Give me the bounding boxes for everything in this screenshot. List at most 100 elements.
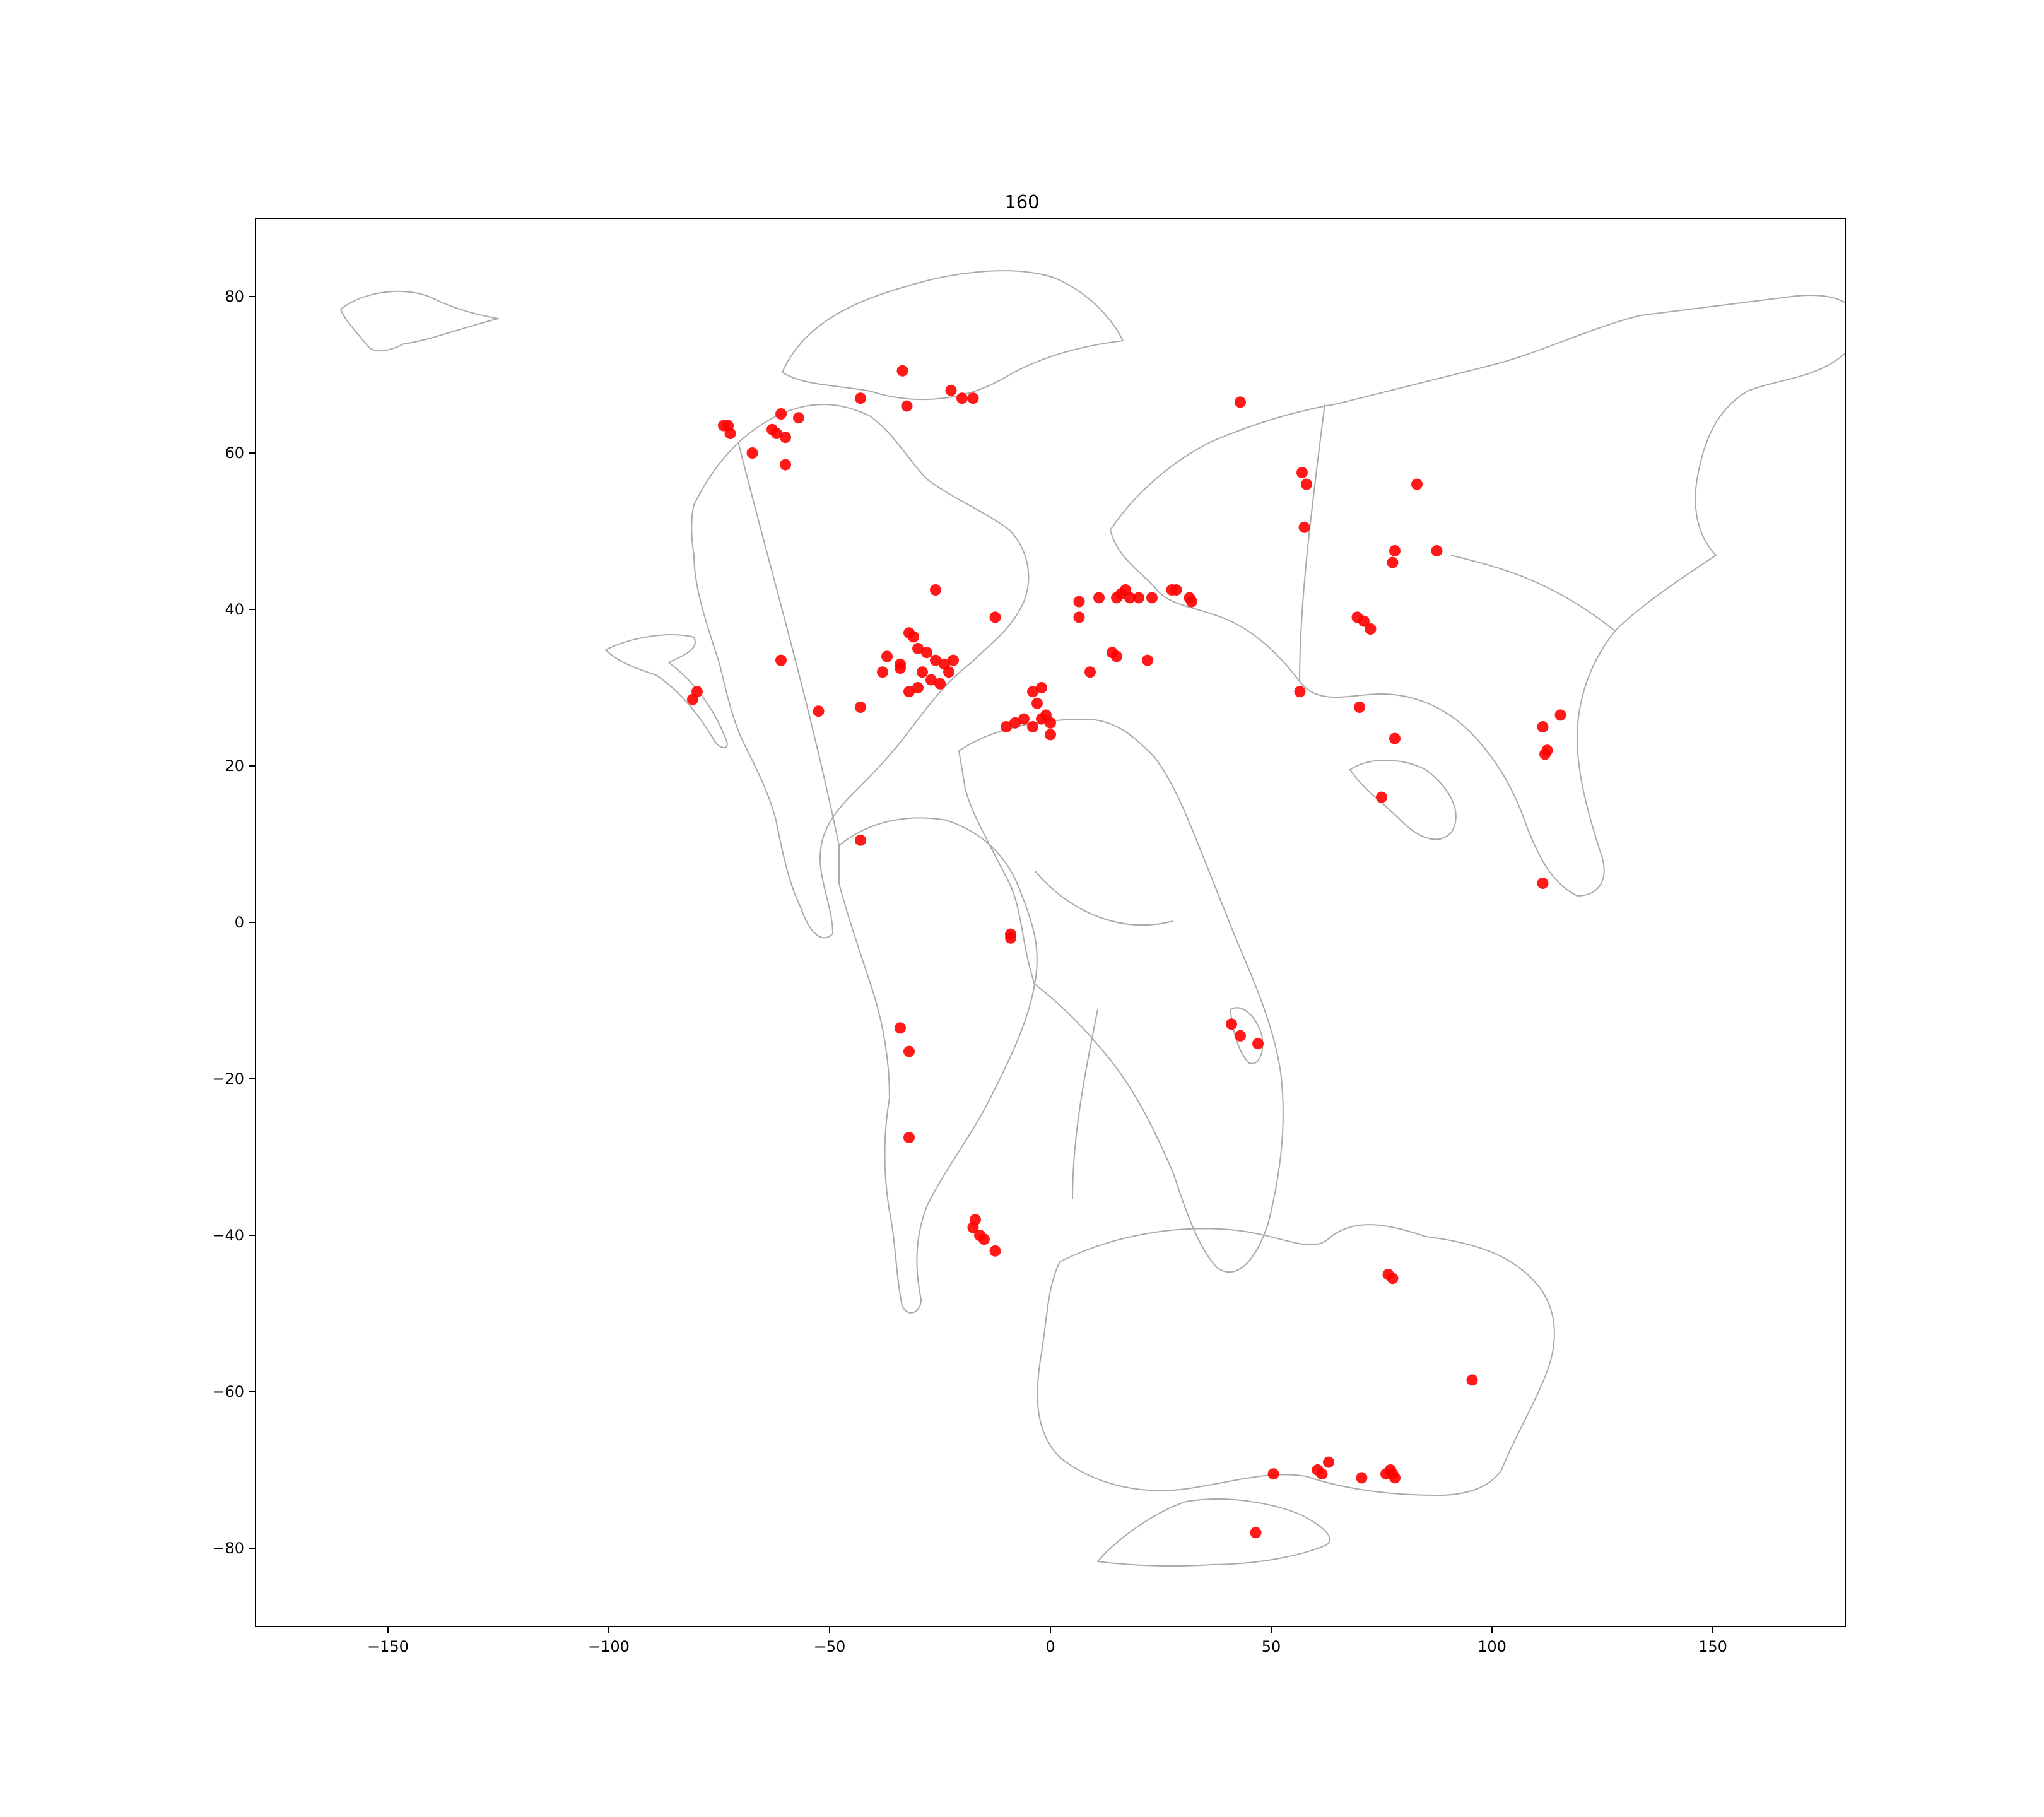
data-point (967, 1221, 979, 1233)
data-point (1296, 467, 1308, 478)
data-point (1235, 1030, 1246, 1042)
data-point (1316, 1468, 1328, 1480)
data-point (925, 674, 937, 686)
data-point (1031, 697, 1043, 709)
y-tick-label: −20 (212, 1070, 244, 1088)
data-point (930, 654, 941, 666)
plate-boundary-2 (1034, 870, 1174, 926)
y-tick-label: −60 (212, 1383, 244, 1401)
data-point (793, 412, 804, 424)
data-point (855, 392, 866, 404)
data-point (1226, 1018, 1237, 1030)
plate-boundary-3 (1299, 403, 1325, 682)
x-tick-label: 150 (1698, 1638, 1727, 1655)
data-point (1073, 611, 1085, 623)
data-point (1133, 592, 1144, 604)
data-point (901, 400, 913, 412)
x-tick-label: 50 (1262, 1638, 1281, 1655)
data-point (1356, 1472, 1368, 1484)
data-point (1001, 721, 1012, 732)
data-point (1537, 878, 1549, 889)
points-layer (687, 365, 1566, 1539)
data-point (934, 678, 946, 690)
data-point (943, 666, 954, 678)
data-point (895, 658, 906, 670)
y-tick-label: 20 (225, 757, 244, 775)
data-point (1250, 1527, 1262, 1539)
data-point (1294, 686, 1306, 698)
data-point (1466, 1374, 1478, 1386)
data-point (989, 1245, 1001, 1257)
data-point (780, 432, 791, 444)
plate-boundary-5 (1072, 1009, 1098, 1199)
coastline-arctic-island (340, 290, 499, 352)
data-point (1539, 748, 1551, 760)
data-point (855, 702, 866, 713)
data-point (908, 631, 919, 643)
coastline-peninsula (605, 634, 728, 748)
data-point (1235, 396, 1246, 408)
data-point (855, 834, 866, 846)
data-point (903, 686, 915, 698)
data-point (1045, 729, 1056, 741)
data-point (724, 428, 736, 439)
data-point (903, 1045, 915, 1057)
data-point (1018, 713, 1030, 725)
y-tick-label: 60 (225, 444, 244, 462)
data-point (1298, 521, 1310, 533)
data-point (1554, 709, 1566, 721)
y-axis: 80 60 40 20 0 −20 −40 −60 −80 (212, 288, 256, 1557)
data-point (1387, 556, 1399, 568)
data-point (1389, 732, 1401, 744)
data-point (1027, 686, 1038, 698)
data-point (1009, 717, 1021, 729)
data-point (1073, 596, 1085, 608)
data-point (978, 1233, 990, 1245)
data-point (1124, 592, 1136, 604)
y-tick-label: 0 (235, 914, 244, 931)
data-point (1045, 717, 1056, 729)
data-point (1111, 650, 1122, 662)
coastline-eurasia (1110, 295, 1845, 897)
data-point (1411, 478, 1423, 490)
data-point (1186, 596, 1197, 608)
coastline-north-america (691, 404, 1030, 939)
coastline-north-cap (782, 270, 1124, 401)
data-point (1431, 545, 1443, 556)
data-point (903, 1132, 915, 1143)
data-point (945, 384, 957, 396)
x-tick-label: 0 (1045, 1638, 1055, 1655)
data-point (930, 584, 941, 596)
data-point (1170, 584, 1182, 596)
data-point (687, 693, 698, 705)
data-point (780, 459, 791, 471)
coastline-southern-block (1097, 1498, 1330, 1567)
data-point (1358, 615, 1370, 627)
data-point (1036, 682, 1047, 693)
chart-title: 160 (1005, 191, 1040, 213)
plot-area (255, 218, 1846, 1627)
data-point (1376, 791, 1387, 803)
coastlines (340, 270, 1845, 1567)
data-point (877, 666, 888, 678)
data-point (881, 650, 893, 662)
coastline-south-america (838, 817, 1038, 1314)
data-point (1323, 1456, 1334, 1468)
data-point (956, 392, 968, 404)
data-point (1084, 666, 1096, 678)
data-point (921, 647, 932, 659)
x-tick-label: −100 (588, 1638, 630, 1655)
coastline-india (1349, 760, 1457, 840)
coastline-africa (958, 719, 1284, 1273)
data-point (1142, 654, 1153, 666)
plot-frame (255, 218, 1846, 1627)
data-point (912, 643, 924, 654)
data-point (775, 408, 787, 420)
data-point (1252, 1038, 1264, 1050)
y-tick-label: 40 (225, 601, 244, 618)
data-point (1093, 592, 1105, 604)
x-tick-label: 100 (1477, 1638, 1507, 1655)
data-point (948, 654, 959, 666)
plate-boundary-4 (1450, 555, 1616, 632)
